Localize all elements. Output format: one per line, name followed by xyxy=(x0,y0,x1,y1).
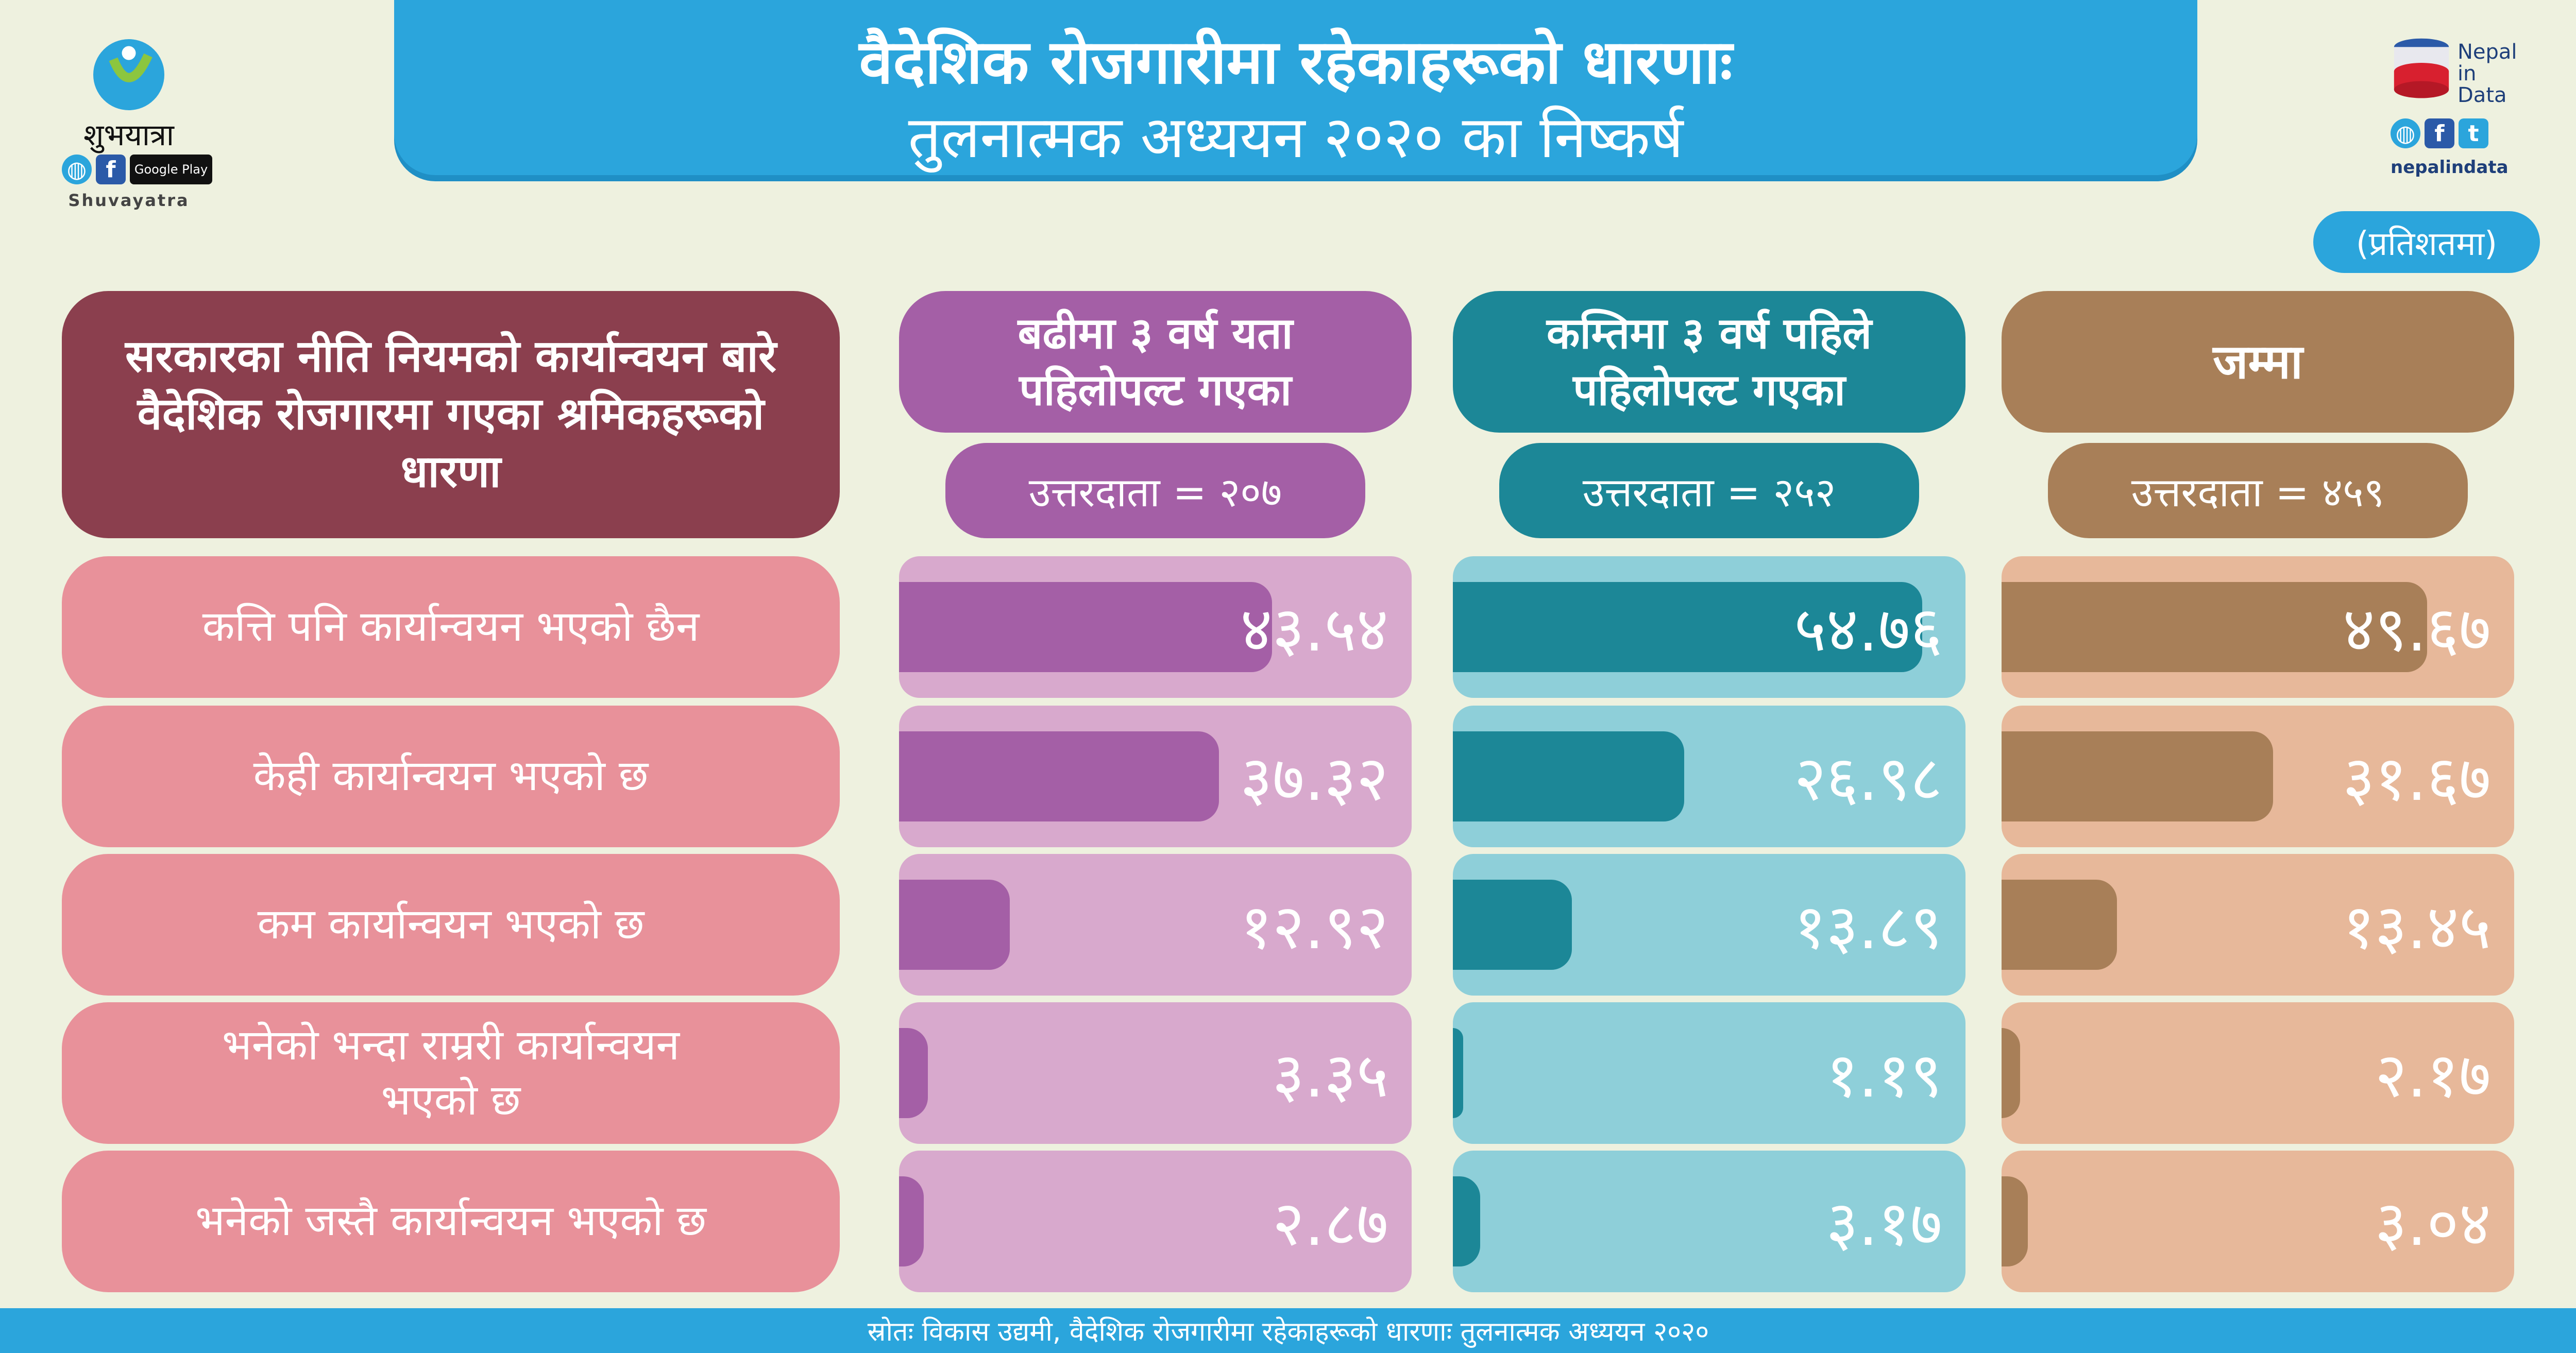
row-label-text: कत्ति पनि कार्यान्वयन भएको छैन xyxy=(202,602,700,652)
page-title: वैदेशिक रोजगारीमा रहेकाहरूको धारणाः xyxy=(859,26,1733,97)
bar-cell: ४९.६७ xyxy=(2002,556,2514,698)
nid-line2: in xyxy=(2458,62,2477,85)
data-label: १३.४५ xyxy=(2343,892,2491,963)
respondents-text: उत्तरदाता = ४५९ xyxy=(2131,469,2385,516)
source-footer: स्रोतः विकास उद्यमी, वैदेशिक रोजगारीमा र… xyxy=(0,1308,2576,1353)
bar xyxy=(1453,1028,1463,1118)
bar-cell: ३.३५ xyxy=(899,1002,1412,1144)
google-play-label: Google Play xyxy=(134,162,208,177)
respondents-text: उत्तरदाता = २५२ xyxy=(1582,469,1836,516)
row-label-some: केही कार्यान्वयन भएको छ xyxy=(62,706,840,847)
data-label: २६.९८ xyxy=(1794,743,1942,815)
bar-cell: १.१९ xyxy=(1453,1002,1965,1144)
data-label: ३.३५ xyxy=(1272,1040,1388,1111)
bar-cell: ३१.६७ xyxy=(2002,706,2514,847)
data-label: ४३.५४ xyxy=(1240,594,1388,665)
data-label: ५४.७६ xyxy=(1794,594,1942,665)
respondents-text: उत्तरदाता = २०७ xyxy=(1028,469,1282,516)
data-label: ३१.६७ xyxy=(2343,743,2491,815)
bar xyxy=(2002,1028,2020,1118)
page-subtitle: तुलनात्मक अध्ययन २०२० का निष्कर्ष xyxy=(908,104,1684,171)
nepalindata-logo: Nepal in Data ◍ f t nepalindata xyxy=(2391,36,2545,180)
bar-cell: ३.१७ xyxy=(1453,1151,1965,1292)
nepalindata-logo-icon xyxy=(2394,38,2449,98)
bar xyxy=(899,880,1010,970)
bar xyxy=(899,1176,924,1266)
bar xyxy=(2002,731,2273,821)
column-header-total: जम्मा xyxy=(2002,291,2514,433)
question-header: सरकारका नीति नियमको कार्यान्वयन बारे वैद… xyxy=(62,291,840,538)
bar xyxy=(1453,582,1922,672)
row-label-text: केही कार्यान्वयन भएको छ xyxy=(253,751,649,801)
shuvayatra-name: शुभयात्रा xyxy=(83,117,174,152)
shuvayatra-logo: शुभयात्रा ◍ f Google Play Shuvayatra xyxy=(52,36,212,210)
bar-cell: २.१७ xyxy=(2002,1002,2514,1144)
row-label-as-expected: भनेको जस्तै कार्यान्वयन भएको छ xyxy=(62,1151,840,1292)
respondents-earlier: उत्तरदाता = २५२ xyxy=(1499,443,1919,538)
google-play-icon[interactable]: Google Play xyxy=(130,155,212,184)
shuvayatra-latin: Shuvayatra xyxy=(68,191,190,210)
bar-cell: १२.९२ xyxy=(899,854,1412,996)
nid-line3: Data xyxy=(2458,83,2507,107)
bar-cell: ३७.३२ xyxy=(899,706,1412,847)
row-label-text: भनेको भन्दा राम्ररी कार्यान्वयन भएको छ xyxy=(222,1020,680,1125)
bar xyxy=(1453,731,1684,821)
data-label: १.१९ xyxy=(1826,1040,1942,1111)
bar-cell: १३.४५ xyxy=(2002,854,2514,996)
bar-cell: २.८७ xyxy=(899,1151,1412,1292)
row-label-none: कत्ति पनि कार्यान्वयन भएको छैन xyxy=(62,556,840,698)
data-label: १३.८९ xyxy=(1794,892,1942,963)
data-label: ३.०४ xyxy=(2375,1188,2491,1260)
bar xyxy=(2002,880,2117,970)
column-header-recent: बढीमा ३ वर्ष यता पहिलोपल्ट गएका xyxy=(899,291,1412,433)
bar xyxy=(1453,1176,1480,1266)
bar-cell: ३.०४ xyxy=(2002,1151,2514,1292)
data-label: ३७.३२ xyxy=(1240,743,1388,815)
data-label: २.१७ xyxy=(2375,1040,2491,1111)
data-label: १२.९२ xyxy=(1240,892,1388,963)
data-label: २.८७ xyxy=(1272,1188,1388,1260)
source-text: स्रोतः विकास उद्यमी, वैदेशिक रोजगारीमा र… xyxy=(867,1316,1709,1347)
column-title: जम्मा xyxy=(2213,334,2303,389)
row-label-text: कम कार्यान्वयन भएको छ xyxy=(257,900,645,949)
column-title: बढीमा ३ वर्ष यता पहिलोपल्ट गएका xyxy=(1018,308,1293,415)
shuvayatra-logo-icon xyxy=(93,39,164,110)
respondents-recent: उत्तरदाता = २०७ xyxy=(945,443,1365,538)
unit-label: (प्रतिशतमा) xyxy=(2313,211,2540,273)
facebook-icon[interactable]: f xyxy=(2425,118,2454,148)
twitter-icon[interactable]: t xyxy=(2459,118,2488,148)
facebook-icon[interactable]: f xyxy=(96,155,126,184)
bar xyxy=(2002,1176,2028,1266)
column-header-earlier: कम्तिमा ३ वर्ष पहिले पहिलोपल्ट गएका xyxy=(1453,291,1965,433)
respondents-total: उत्तरदाता = ४५९ xyxy=(2048,443,2468,538)
bar xyxy=(2002,582,2427,672)
nid-line1: Nepal xyxy=(2458,40,2517,64)
bar xyxy=(1453,880,1572,970)
data-label: ३.१७ xyxy=(1826,1188,1942,1260)
row-label-less: कम कार्यान्वयन भएको छ xyxy=(62,854,840,996)
header-banner xyxy=(394,0,2197,175)
bar xyxy=(899,582,1272,672)
column-title: कम्तिमा ३ वर्ष पहिले पहिलोपल्ट गएका xyxy=(1546,308,1872,415)
bar-cell: ४३.५४ xyxy=(899,556,1412,698)
row-label-text: भनेको जस्तै कार्यान्वयन भएको छ xyxy=(195,1196,706,1246)
bar-cell: २६.९८ xyxy=(1453,706,1965,847)
bar-cell: १३.८९ xyxy=(1453,854,1965,996)
nid-handle: nepalindata xyxy=(2391,157,2509,178)
globe-icon[interactable]: ◍ xyxy=(62,155,92,184)
data-label: ४९.६७ xyxy=(2343,594,2491,665)
bar xyxy=(899,731,1219,821)
globe-icon[interactable]: ◍ xyxy=(2391,118,2420,148)
bar xyxy=(899,1028,928,1118)
row-label-better: भनेको भन्दा राम्ररी कार्यान्वयन भएको छ xyxy=(62,1002,840,1144)
bar-cell: ५४.७६ xyxy=(1453,556,1965,698)
question-text: सरकारका नीति नियमको कार्यान्वयन बारे वैद… xyxy=(125,331,776,498)
